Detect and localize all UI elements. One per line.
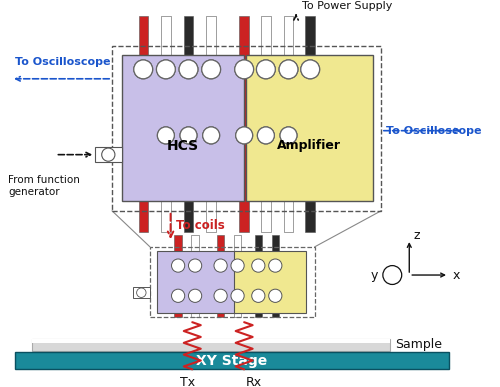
Bar bbox=[174, 235, 182, 317]
Bar bbox=[234, 252, 306, 313]
Bar bbox=[161, 15, 170, 232]
Bar bbox=[32, 339, 391, 343]
Text: Rx: Rx bbox=[246, 376, 262, 387]
Circle shape bbox=[234, 60, 254, 79]
Text: XY Stage: XY Stage bbox=[196, 354, 268, 368]
Circle shape bbox=[202, 127, 220, 144]
Circle shape bbox=[134, 60, 152, 79]
Circle shape bbox=[268, 289, 282, 302]
Circle shape bbox=[102, 148, 115, 161]
Bar bbox=[246, 55, 374, 202]
Circle shape bbox=[180, 127, 197, 144]
Bar bbox=[306, 15, 315, 232]
Bar bbox=[284, 15, 293, 232]
Text: From function
generator: From function generator bbox=[8, 175, 80, 197]
Circle shape bbox=[188, 259, 202, 272]
Circle shape bbox=[179, 60, 198, 79]
Bar bbox=[272, 235, 279, 317]
Text: x: x bbox=[452, 269, 460, 281]
Bar bbox=[32, 339, 391, 351]
Bar bbox=[133, 287, 150, 298]
Circle shape bbox=[172, 289, 184, 302]
Circle shape bbox=[256, 60, 276, 79]
Bar bbox=[15, 353, 449, 369]
Text: To Oscilloscope: To Oscilloscope bbox=[386, 126, 481, 136]
Bar bbox=[158, 252, 236, 313]
Circle shape bbox=[231, 259, 244, 272]
Circle shape bbox=[158, 127, 174, 144]
Circle shape bbox=[202, 127, 220, 144]
Circle shape bbox=[383, 265, 402, 284]
Bar bbox=[184, 15, 193, 232]
Circle shape bbox=[258, 127, 274, 144]
Circle shape bbox=[301, 60, 320, 79]
Circle shape bbox=[172, 259, 184, 272]
Circle shape bbox=[256, 60, 276, 79]
Circle shape bbox=[156, 60, 176, 79]
Bar bbox=[95, 147, 122, 162]
Circle shape bbox=[236, 127, 252, 144]
Bar bbox=[192, 235, 199, 317]
Circle shape bbox=[252, 289, 265, 302]
Circle shape bbox=[214, 259, 227, 272]
Text: To Oscilloscope: To Oscilloscope bbox=[15, 58, 110, 67]
Circle shape bbox=[279, 60, 298, 79]
Circle shape bbox=[202, 60, 220, 79]
Text: y: y bbox=[371, 269, 378, 281]
Circle shape bbox=[301, 60, 320, 79]
Bar bbox=[261, 15, 270, 232]
Circle shape bbox=[179, 60, 198, 79]
Text: To coils: To coils bbox=[176, 219, 225, 233]
Circle shape bbox=[214, 289, 227, 302]
Text: Tx: Tx bbox=[180, 376, 195, 387]
Bar bbox=[206, 15, 216, 232]
Circle shape bbox=[158, 127, 174, 144]
Circle shape bbox=[234, 60, 254, 79]
Circle shape bbox=[280, 127, 297, 144]
Bar bbox=[217, 235, 224, 317]
Bar bbox=[122, 55, 244, 202]
Circle shape bbox=[258, 127, 274, 144]
Text: Amplifier: Amplifier bbox=[278, 139, 342, 152]
Text: Sample: Sample bbox=[395, 338, 442, 351]
Circle shape bbox=[252, 259, 265, 272]
Circle shape bbox=[180, 127, 197, 144]
Text: z: z bbox=[414, 229, 420, 242]
Circle shape bbox=[231, 289, 244, 302]
Circle shape bbox=[279, 60, 298, 79]
Circle shape bbox=[268, 259, 282, 272]
Bar bbox=[254, 235, 262, 317]
Circle shape bbox=[202, 60, 220, 79]
Bar bbox=[112, 46, 381, 211]
Bar bbox=[138, 15, 148, 232]
Circle shape bbox=[136, 288, 146, 298]
Text: To Power Supply: To Power Supply bbox=[302, 1, 392, 11]
Circle shape bbox=[280, 127, 297, 144]
Bar bbox=[240, 15, 249, 232]
Circle shape bbox=[156, 60, 176, 79]
Text: HCS: HCS bbox=[167, 139, 199, 153]
Circle shape bbox=[236, 127, 252, 144]
Bar bbox=[150, 247, 315, 317]
Circle shape bbox=[134, 60, 152, 79]
Circle shape bbox=[188, 289, 202, 302]
Bar bbox=[234, 235, 241, 317]
